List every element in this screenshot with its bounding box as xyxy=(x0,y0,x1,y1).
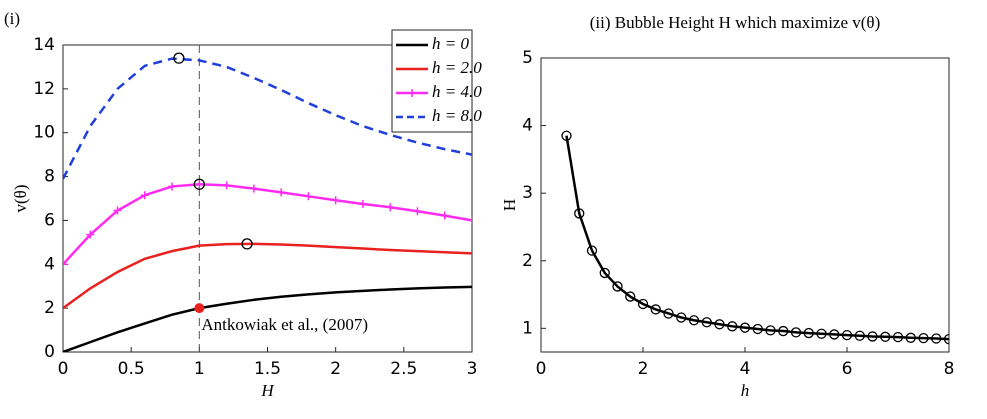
marker xyxy=(880,331,891,342)
marker xyxy=(331,196,340,205)
marker xyxy=(599,267,610,279)
x-tick-label: 4 xyxy=(740,359,751,379)
marker xyxy=(739,322,751,333)
maximum-marker xyxy=(193,178,205,190)
legend-label: h = 4.0 xyxy=(432,82,482,101)
marker xyxy=(304,192,313,201)
y-tick-label: 3 xyxy=(522,183,533,203)
series-line xyxy=(63,285,472,352)
marker xyxy=(63,260,67,269)
marker xyxy=(413,207,422,216)
marker xyxy=(358,199,367,208)
marker xyxy=(803,327,814,339)
marker xyxy=(714,319,725,330)
marker xyxy=(650,304,661,315)
y-tick-label: 5 xyxy=(522,48,533,68)
series-line xyxy=(63,182,472,266)
maximum-marker xyxy=(241,238,253,250)
y-axis-label: H xyxy=(500,199,519,211)
plot-area xyxy=(540,57,950,353)
y-tick-label: 8 xyxy=(44,167,55,187)
plot-data xyxy=(561,130,949,345)
marker xyxy=(574,208,585,219)
y-tick-label: 0 xyxy=(44,342,55,362)
marker xyxy=(790,327,802,338)
marker xyxy=(222,181,231,190)
marker xyxy=(561,130,572,141)
legend-label: h = 2.0 xyxy=(432,58,482,77)
y-tick-label: 14 xyxy=(33,35,55,55)
marker xyxy=(688,315,700,326)
series-line xyxy=(63,242,472,310)
marker xyxy=(829,329,840,340)
marker xyxy=(841,329,853,341)
marker xyxy=(140,191,149,200)
marker xyxy=(765,325,776,336)
marker xyxy=(86,230,95,239)
x-axis-label: H xyxy=(260,381,275,400)
marker xyxy=(918,332,929,344)
x-axis-label: h xyxy=(741,381,750,400)
marker xyxy=(892,331,904,343)
marker xyxy=(905,332,916,343)
x-tick-label: 0.5 xyxy=(118,359,145,379)
y-tick-label: 12 xyxy=(33,79,55,99)
x-tick-label: 2 xyxy=(638,359,649,379)
marker xyxy=(625,291,636,302)
legend-label: h = 0 xyxy=(432,34,469,53)
marker xyxy=(612,281,623,292)
maximum-marker xyxy=(173,52,185,64)
marker xyxy=(249,184,258,193)
marker xyxy=(637,298,649,310)
marker xyxy=(701,317,712,328)
series-line xyxy=(63,57,472,180)
marker xyxy=(277,188,286,197)
marker xyxy=(778,325,789,337)
marker xyxy=(816,328,827,339)
y-tick-label: 2 xyxy=(522,251,533,271)
marker xyxy=(168,182,177,191)
x-tick-label: 1 xyxy=(194,359,205,379)
plot-data xyxy=(63,57,472,352)
panel-label: (i) xyxy=(4,9,20,28)
x-tick-label: 2.5 xyxy=(390,359,417,379)
x-tick-label: 3 xyxy=(467,359,478,379)
marker xyxy=(752,323,763,335)
series-line xyxy=(565,135,949,341)
x-tick-label: 1.5 xyxy=(254,359,281,379)
marker xyxy=(943,334,949,345)
annotation-text: Antkowiak et al., (2007) xyxy=(201,315,368,334)
y-tick-label: 1 xyxy=(522,318,533,338)
marker xyxy=(386,203,395,212)
marker xyxy=(440,211,449,220)
y-tick-label: 10 xyxy=(33,123,55,143)
x-tick-label: 2 xyxy=(330,359,341,379)
y-tick-label: 4 xyxy=(44,254,55,274)
y-axis-label: v(θ) xyxy=(11,185,30,213)
marker xyxy=(663,308,674,319)
marker xyxy=(931,333,942,344)
marker xyxy=(676,312,687,323)
legend-marker xyxy=(408,89,416,97)
annotation-point xyxy=(194,303,205,314)
marker xyxy=(113,206,122,215)
x-tick-label: 6 xyxy=(842,359,853,379)
y-tick-label: 6 xyxy=(44,210,55,230)
x-tick-label: 0 xyxy=(536,359,547,379)
y-tick-label: 4 xyxy=(522,116,533,136)
marker xyxy=(727,321,738,332)
y-tick-label: 2 xyxy=(44,298,55,318)
marker xyxy=(195,180,204,189)
marker xyxy=(867,331,878,342)
marker xyxy=(468,216,472,225)
marker xyxy=(854,330,865,341)
x-tick-label: 0 xyxy=(58,359,69,379)
legend-box xyxy=(391,29,473,133)
x-tick-label: 8 xyxy=(944,359,955,379)
marker xyxy=(586,245,598,256)
chart-title: (ii) Bubble Height H which maximize v(θ) xyxy=(590,13,880,32)
legend-label: h = 8.0 xyxy=(432,106,482,125)
